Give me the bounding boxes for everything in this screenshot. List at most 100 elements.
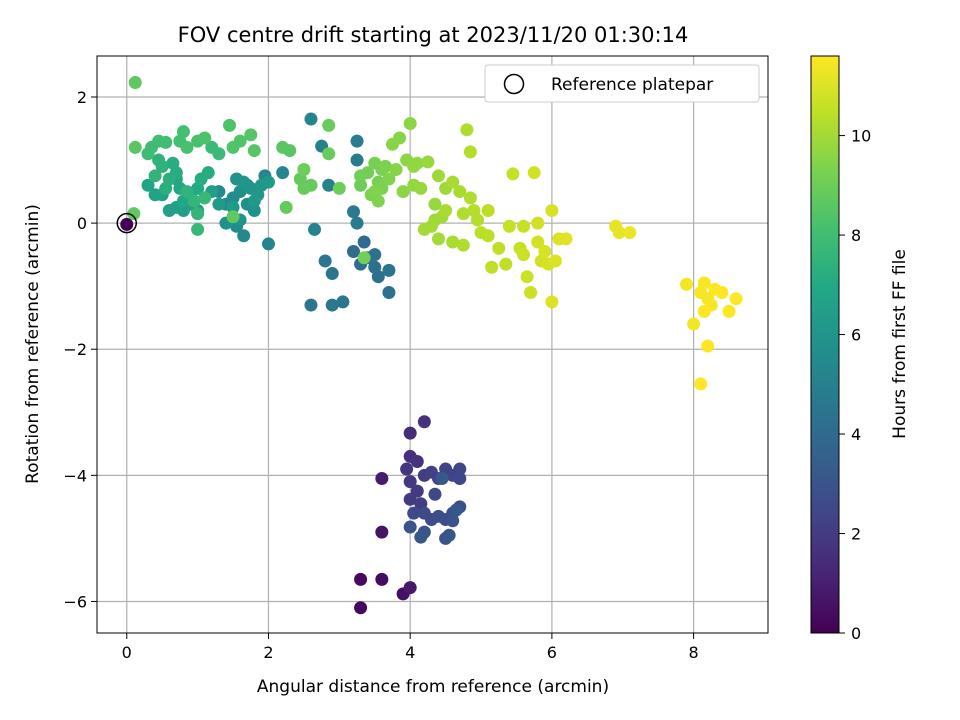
data-point (403, 581, 417, 595)
data-point (453, 185, 467, 199)
data-point (336, 295, 350, 309)
data-point (283, 144, 297, 158)
plot-frame (96, 55, 769, 634)
data-point (446, 514, 460, 528)
data-point (354, 572, 368, 586)
data-point (159, 135, 173, 149)
data-point (449, 503, 463, 517)
reference-circle (116, 212, 138, 234)
data-point (389, 163, 403, 177)
data-point (545, 203, 559, 217)
data-point (612, 226, 626, 240)
data-point (428, 197, 442, 211)
data-point (357, 251, 371, 265)
data-point (166, 156, 180, 170)
data-point (325, 298, 339, 312)
legend-marker-icon (503, 73, 525, 95)
colorbar-tick-label: 0 (851, 624, 861, 643)
colorbar-label: Hours from first FF file (890, 249, 910, 439)
data-point (410, 156, 424, 170)
data-point (715, 285, 729, 299)
data-point (322, 118, 336, 132)
data-point (322, 147, 336, 161)
data-point (414, 181, 428, 195)
data-point (346, 205, 360, 219)
data-point (697, 276, 711, 290)
data-point (403, 426, 417, 440)
data-point (361, 166, 375, 180)
data-point (322, 178, 336, 192)
data-point (697, 304, 711, 318)
data-point (428, 487, 442, 501)
data-point (128, 140, 142, 154)
data-point (237, 229, 251, 243)
data-point (527, 166, 541, 180)
x-tick-label: 8 (689, 643, 699, 662)
data-point (403, 475, 417, 489)
data-point (191, 207, 205, 221)
data-point (325, 267, 339, 281)
data-point (470, 213, 484, 227)
data-point (506, 167, 520, 181)
data-point (421, 155, 435, 169)
colorbar-tick-label: 2 (851, 525, 861, 544)
data-point (417, 415, 431, 429)
data-point (247, 194, 261, 208)
data-point (308, 222, 322, 236)
data-point (318, 254, 332, 268)
data-point (403, 492, 417, 506)
data-point (212, 147, 226, 161)
data-point (446, 235, 460, 249)
data-point (446, 175, 460, 189)
x-axis-label: Angular distance from reference (arcmin) (257, 677, 609, 697)
data-point (354, 601, 368, 615)
data-point (481, 229, 495, 243)
data-point (414, 530, 428, 544)
data-point (332, 181, 346, 195)
y-tick-label: −4 (63, 466, 87, 485)
data-point (410, 454, 424, 468)
data-point (442, 528, 456, 542)
data-point (261, 175, 275, 189)
data-point (191, 222, 205, 236)
data-point (722, 304, 736, 318)
data-point (453, 462, 467, 476)
data-point (481, 203, 495, 217)
data-point (297, 181, 311, 195)
data-point (694, 377, 708, 391)
data-point (432, 169, 446, 183)
data-point (531, 235, 545, 249)
data-point (407, 506, 421, 520)
data-point (226, 210, 240, 224)
data-point (453, 472, 467, 486)
data-point (680, 277, 694, 291)
data-point (701, 339, 715, 353)
data-points (120, 75, 743, 615)
colorbar-tick-label: 8 (851, 226, 861, 245)
x-tick-label: 4 (405, 643, 415, 662)
data-point (198, 131, 212, 145)
data-point (463, 191, 477, 205)
data-point (492, 241, 506, 255)
x-axis-ticks: 0 2 4 6 8 (122, 633, 699, 662)
reference-platepar-marker (116, 212, 138, 234)
data-point (375, 525, 389, 539)
x-tick-label: 2 (263, 643, 273, 662)
data-point (304, 112, 318, 126)
data-point (378, 159, 392, 173)
data-point (152, 153, 166, 167)
data-point (148, 169, 162, 183)
colorbar-tick-label: 4 (851, 425, 861, 444)
data-point (403, 116, 417, 130)
data-point (187, 194, 201, 208)
data-point (244, 128, 258, 142)
data-point (127, 207, 141, 221)
y-axis-ticks: −6 −4 −2 0 2 (63, 88, 97, 611)
data-point (548, 254, 562, 268)
data-point (432, 232, 446, 246)
data-point (385, 137, 399, 151)
data-point (141, 178, 155, 192)
data-point (233, 134, 247, 148)
y-tick-label: −6 (63, 592, 87, 611)
